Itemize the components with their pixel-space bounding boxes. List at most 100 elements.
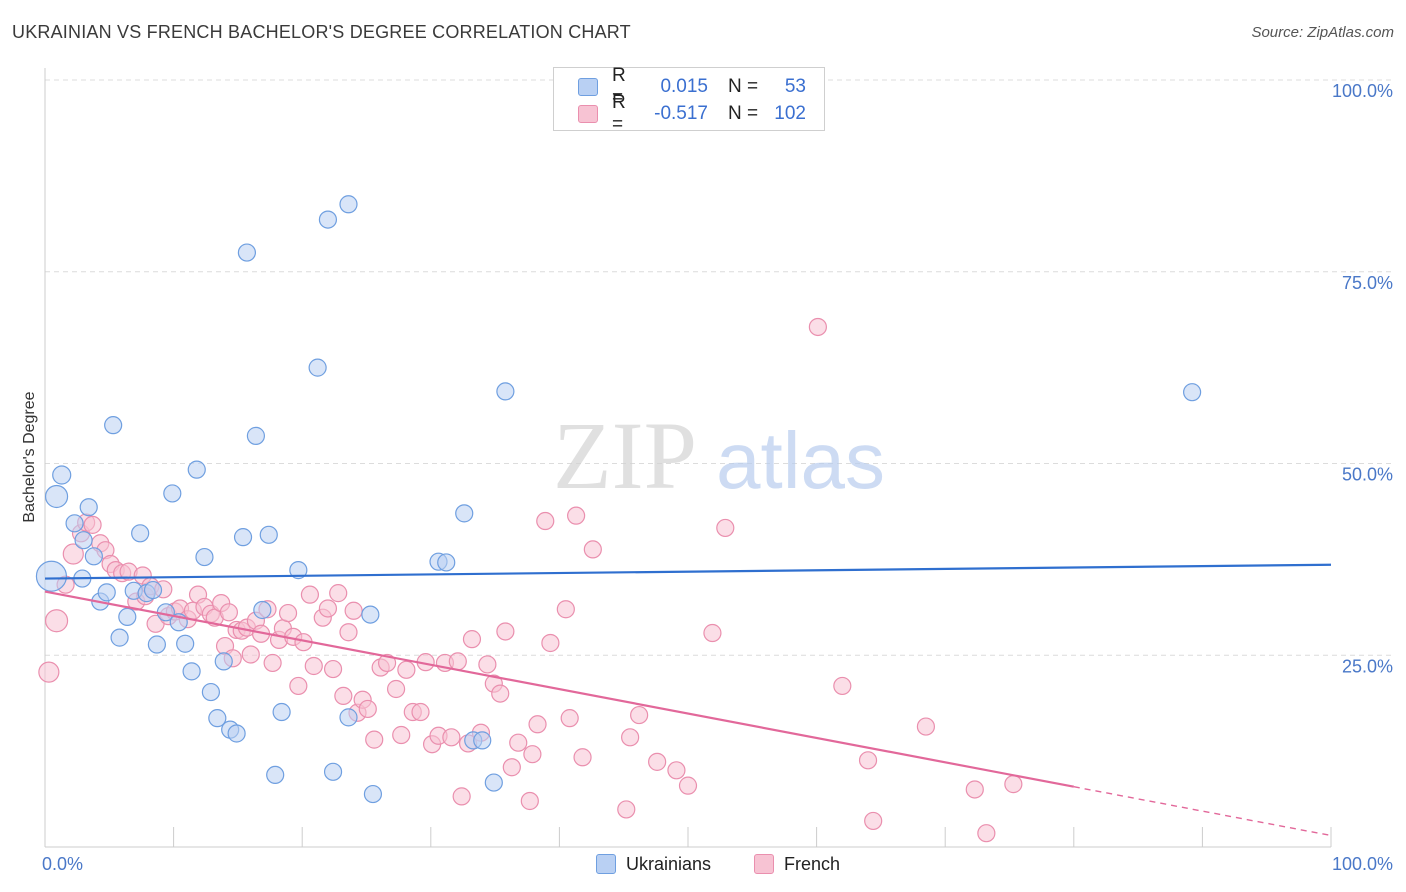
ukrainians-point — [237, 243, 257, 262]
ukrainians-point — [361, 605, 380, 624]
french-point — [377, 653, 397, 673]
french-point — [318, 599, 338, 618]
french-point — [573, 748, 592, 767]
ukrainians-point — [339, 708, 358, 727]
french-point — [536, 511, 555, 531]
french-point — [358, 699, 377, 719]
french-point — [442, 728, 461, 747]
legend-n-value: 53 — [784, 76, 806, 97]
ukrainians-point — [363, 784, 383, 804]
french-point — [411, 702, 430, 722]
ukrainians-point — [1183, 383, 1202, 402]
ukrainians-point — [143, 580, 163, 600]
ukrainians-point — [227, 724, 246, 743]
ukrainians-point — [195, 547, 214, 567]
french-point — [630, 705, 649, 725]
ukrainians-point — [187, 460, 206, 479]
french-point — [44, 609, 69, 633]
ukrainians-point — [473, 731, 492, 750]
ukrainians-point — [74, 531, 93, 550]
french-point — [365, 730, 384, 749]
watermark-zip: ZIP — [553, 402, 697, 509]
french-trend-line — [44, 590, 1075, 788]
french-point — [703, 623, 722, 643]
series-ukrainians-points — [35, 195, 1202, 804]
french-point — [289, 676, 308, 696]
legend-n-value: 102 — [774, 103, 806, 124]
y-axis-title: Bachelor's Degree — [21, 391, 38, 522]
ukrainians-trend-line — [44, 563, 1332, 580]
french-point — [496, 622, 515, 641]
ukrainians-point — [52, 465, 72, 485]
french-point — [462, 630, 482, 649]
legend-r-value: -0.517 — [654, 103, 708, 124]
stats-legend: R = 0.015 N = 53 R = -0.517 N = 102 — [553, 65, 825, 135]
trend-lines — [44, 563, 1332, 837]
french-point — [648, 752, 667, 771]
ukrainians-point — [44, 484, 69, 509]
french-point — [323, 659, 343, 679]
french-point — [448, 652, 467, 671]
ukrainians-point — [147, 635, 166, 654]
french-point — [300, 585, 320, 604]
ukrainians-point — [163, 484, 182, 503]
ukrainians-point — [266, 765, 285, 785]
french-point — [621, 728, 640, 747]
ukrainians-point — [35, 560, 68, 592]
ukrainians-point — [214, 652, 233, 671]
french-point — [38, 661, 60, 683]
french-point — [541, 633, 560, 653]
french-point — [386, 679, 406, 699]
ukrainians-point — [308, 358, 327, 377]
chart-title: UKRAINIAN VS FRENCH BACHELOR'S DEGREE CO… — [12, 22, 631, 42]
legend-swatch-ukrainians — [578, 78, 598, 96]
french-point — [916, 717, 936, 736]
ukrainians-point — [182, 662, 201, 681]
french-point — [617, 800, 636, 819]
legend-row-french: R = -0.517 N = 102 — [578, 92, 806, 135]
ukrainians-point — [118, 607, 137, 627]
ukrainians-point — [201, 682, 220, 702]
french-point — [502, 758, 521, 777]
ukrainians-point — [84, 547, 103, 566]
french-point — [392, 725, 411, 745]
french-point — [520, 791, 539, 811]
french-point — [808, 317, 827, 337]
french-point — [528, 715, 547, 734]
french-point — [397, 660, 416, 679]
ukrainians-point — [437, 553, 456, 572]
legend-n-label: N = — [728, 103, 759, 124]
french-point — [334, 686, 353, 706]
tick-labels: 25.0% 50.0% 75.0% 100.0% 0.0% 100.0% — [42, 81, 1393, 874]
ukrainians-point — [233, 528, 253, 547]
french-point — [219, 603, 238, 622]
source-credit: Source: ZipAtlas.com — [1251, 24, 1394, 41]
french-point — [478, 655, 497, 674]
ukrainians-point — [246, 426, 266, 445]
bottom-legend-ukrainians: Ukrainians — [596, 852, 711, 876]
ukrainians-point — [97, 583, 116, 602]
y-tick-label: 75.0% — [1342, 273, 1393, 293]
bottom-legend-swatch-french — [754, 854, 774, 874]
y-tick-label: 50.0% — [1342, 465, 1393, 485]
french-point — [83, 515, 102, 534]
axes — [44, 68, 1332, 848]
ukrainians-point — [323, 762, 343, 781]
ukrainians-point — [176, 634, 195, 653]
french-point — [509, 733, 528, 752]
ukrainians-point — [272, 702, 291, 722]
french-point — [864, 811, 883, 831]
french-point — [716, 518, 735, 538]
french-point — [491, 684, 510, 703]
ukrainians-point — [65, 514, 84, 533]
bottom-legend-label-ukrainians: Ukrainians — [626, 853, 712, 874]
ukrainians-point — [110, 628, 129, 647]
ukrainians-point — [289, 561, 308, 580]
y-tick-label: 25.0% — [1342, 656, 1393, 676]
french-point — [304, 656, 323, 676]
grid-lines — [45, 79, 1393, 656]
french-point — [567, 506, 586, 525]
legend-row-ukrainians: R = 0.015 N = 53 — [578, 65, 806, 108]
ukrainians-point — [318, 210, 338, 229]
